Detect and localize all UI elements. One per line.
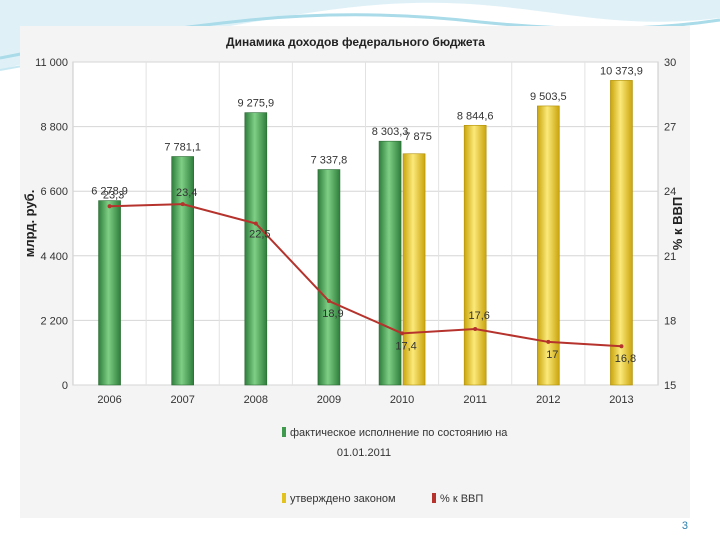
x-tick-2011: 2011 (463, 394, 487, 406)
gdp-share-line (109, 203, 622, 348)
gdp-label-2008: 22,5 (249, 229, 270, 241)
y-tick-4400: 4 400 (40, 251, 68, 263)
gdp-point-2008 (253, 221, 258, 226)
legend-label-actual-line2: 01.01.2011 (337, 447, 391, 459)
y2-tick-24: 24 (664, 186, 676, 198)
label-actual-2007: 7 781,1 (164, 142, 201, 154)
gdp-point-2012 (546, 339, 551, 344)
label-approved-2011: 8 844,6 (457, 110, 494, 122)
legend-swatch-1 (282, 493, 286, 503)
bar-approved-2011 (463, 124, 487, 386)
label-approved-2010: 7 875 (404, 131, 432, 143)
revenue-chart: 0 2 200 4 400 6 600 8 800 11 000 15 18 21 24 27 30 Д… (22, 35, 685, 505)
x-tick-2012: 2012 (536, 394, 560, 406)
gdp-label-2012: 17 (546, 349, 558, 361)
y-axis-title: млрд. руб. (22, 190, 37, 258)
gdp-label-2009: 18,9 (322, 308, 343, 320)
gdp-label-2011: 17,6 (468, 310, 489, 322)
legend-swatch-0 (282, 427, 286, 437)
x-tick-2006: 2006 (97, 394, 121, 406)
label-actual-2006: 6 278,9 (91, 186, 128, 198)
y2-axis-title: % к ВВП (670, 197, 685, 250)
slide-number: 3 (681, 520, 688, 532)
bar-approved-2013 (610, 80, 633, 386)
label-actual-2008: 9 275,9 (237, 98, 274, 110)
y-tick-8800: 8 800 (40, 122, 68, 134)
bar-approved-2010 (402, 153, 426, 386)
bar-actual-2009 (317, 169, 341, 386)
chart-panel: 0 2 200 4 400 6 600 8 800 11 000 15 18 21 24 27 30 Д… (20, 26, 690, 518)
y-tick-11000: 11 000 (35, 57, 68, 69)
label-actual-2010: 8 303,3 (372, 126, 409, 138)
legend-label-approved: утверждено законом (290, 493, 396, 505)
gdp-point-2009 (326, 299, 331, 304)
y-tick-2200: 2 200 (40, 315, 68, 327)
x-tick-2010: 2010 (390, 394, 414, 406)
gdp-point-2013 (619, 344, 624, 349)
gdp-point-2010 (400, 331, 405, 336)
bar-approved-2012 (537, 105, 560, 386)
y2-tick-18: 18 (664, 315, 676, 327)
label-approved-2012: 9 503,5 (530, 91, 567, 103)
gdp-point-2006 (107, 204, 112, 209)
y-tick-0: 0 (62, 380, 68, 392)
bar-actual-2007 (171, 156, 194, 386)
gdp-point-2007 (180, 202, 185, 207)
x-tick-2007: 2007 (170, 394, 194, 406)
y2-tick-15: 15 (664, 380, 676, 392)
gdp-label-2006: 23,3 (103, 189, 124, 201)
chart-title: Динамика доходов федерального бюджета (226, 35, 485, 49)
legend-label-gdp: % к ВВП (440, 493, 483, 505)
x-tick-2013: 2013 (609, 394, 633, 406)
y-tick-6600: 6 600 (40, 186, 68, 198)
bar-actual-2006 (98, 200, 121, 386)
bar-actual-2008 (244, 112, 268, 386)
label-actual-2009: 7 337,8 (311, 155, 348, 167)
gdp-label-2010: 17,4 (395, 340, 416, 352)
legend-label-actual-line1: фактическое исполнение по состоянию на (290, 427, 508, 439)
x-tick-2008: 2008 (244, 394, 268, 406)
gdp-point-2011 (473, 327, 478, 332)
label-approved-2013: 10 373,9 (600, 65, 643, 77)
gdp-label-2013: 16,8 (615, 353, 636, 365)
legend-swatch-2 (432, 493, 436, 503)
x-tick-2009: 2009 (317, 394, 341, 406)
bar-actual-2010 (378, 140, 402, 386)
y2-tick-27: 27 (664, 122, 676, 134)
y2-tick-21: 21 (664, 251, 676, 263)
gdp-label-2007: 23,4 (176, 187, 197, 199)
y2-tick-30: 30 (664, 57, 676, 69)
